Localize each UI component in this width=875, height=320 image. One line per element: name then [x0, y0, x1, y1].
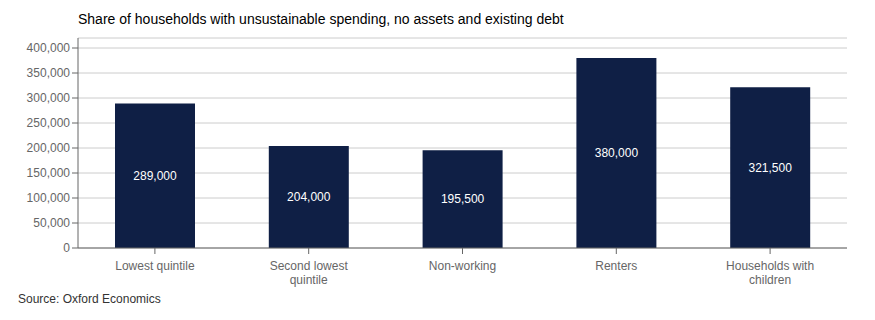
svg-text:50,000: 50,000 — [33, 216, 70, 230]
svg-text:195,500: 195,500 — [441, 192, 485, 206]
svg-text:0: 0 — [63, 241, 70, 255]
svg-text:321,500: 321,500 — [749, 161, 793, 175]
svg-text:Renters: Renters — [595, 259, 637, 273]
svg-text:289,000: 289,000 — [133, 169, 177, 183]
svg-text:Non-working: Non-working — [429, 259, 496, 273]
svg-text:Second lowestquintile: Second lowestquintile — [270, 259, 349, 287]
svg-text:200,000: 200,000 — [27, 141, 71, 155]
html-text:Share of households with unsus: Share of households with unsustainable s… — [78, 11, 564, 27]
svg-text:250,000: 250,000 — [27, 116, 71, 130]
svg-text:380,000: 380,000 — [595, 146, 639, 160]
svg-text:150,000: 150,000 — [27, 166, 71, 180]
svg-text:350,000: 350,000 — [27, 66, 71, 80]
svg-text:Lowest quintile: Lowest quintile — [115, 259, 195, 273]
html-text:Source: Oxford Economics: Source: Oxford Economics — [18, 292, 161, 306]
svg-text:100,000: 100,000 — [27, 191, 71, 205]
svg-text:204,000: 204,000 — [287, 190, 331, 204]
svg-text:400,000: 400,000 — [27, 41, 71, 55]
svg-text:Households withchildren: Households withchildren — [726, 259, 814, 287]
svg-text:300,000: 300,000 — [27, 91, 71, 105]
